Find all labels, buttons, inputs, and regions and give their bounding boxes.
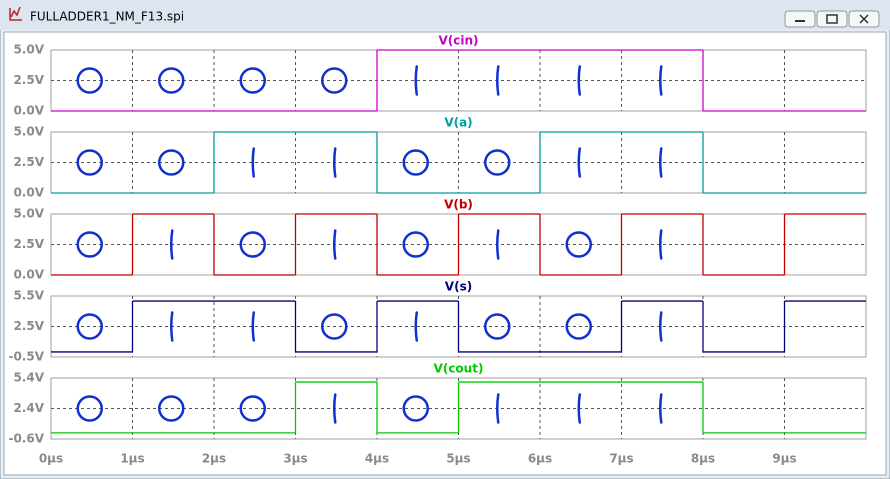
handwritten-one [333, 393, 337, 424]
handwritten-one [414, 65, 418, 96]
x-tick-label: 5µs [446, 452, 470, 466]
chart-title: V(b) [444, 198, 473, 212]
x-tick-label: 9µs [772, 452, 796, 466]
y-tick-label: 2.5V [13, 155, 44, 169]
handwritten-one [659, 393, 663, 424]
y-tick-label: 0.0V [13, 186, 44, 200]
handwritten-zero [239, 67, 266, 94]
restore-button[interactable] [816, 10, 848, 28]
handwritten-one [251, 311, 255, 342]
handwritten-one [659, 147, 663, 178]
handwritten-one [414, 311, 418, 342]
waveform [51, 381, 866, 434]
x-tick-label: 1µs [120, 452, 144, 466]
handwritten-zero [565, 231, 592, 258]
x-tick-label: 3µs [283, 452, 307, 466]
x-tick-label: 2µs [202, 452, 226, 466]
x-tick-label: 0µs [39, 452, 63, 466]
handwritten-one [170, 311, 174, 342]
handwritten-zero [158, 149, 185, 176]
handwritten-zero [565, 313, 592, 340]
handwritten-zero [76, 149, 103, 176]
y-tick-label: 5.0V [13, 207, 44, 221]
handwritten-zero [76, 231, 103, 258]
waveform [51, 213, 866, 276]
handwritten-one [333, 229, 337, 260]
handwritten-zero [76, 67, 103, 94]
handwritten-one [496, 65, 500, 96]
x-tick-label: 7µs [609, 452, 633, 466]
y-tick-label: 5.5V [13, 289, 44, 303]
x-tick-label: 4µs [365, 452, 389, 466]
chart-title: V(cin) [438, 34, 478, 48]
y-tick-label: 2.5V [13, 237, 44, 251]
title-bar [0, 0, 890, 30]
handwritten-zero [239, 395, 266, 422]
handwritten-zero [76, 313, 103, 340]
plot-area [3, 31, 887, 476]
y-tick-label: 5.0V [13, 43, 44, 57]
y-tick-label: 0.0V [13, 268, 44, 282]
handwritten-one [577, 147, 581, 178]
minimize-button[interactable] [784, 10, 816, 28]
handwritten-one [577, 393, 581, 424]
y-tick-label: -0.5V [8, 350, 44, 364]
y-tick-label: -0.6V [8, 432, 44, 446]
waveform [51, 49, 866, 112]
handwritten-one [577, 65, 581, 96]
handwritten-one [659, 65, 663, 96]
handwritten-zero [321, 67, 348, 94]
handwritten-one [251, 147, 255, 178]
handwritten-zero [76, 395, 103, 422]
handwritten-one [496, 229, 500, 260]
handwritten-one [496, 393, 500, 424]
y-tick-label: 2.4V [13, 401, 44, 415]
waveform [51, 300, 866, 353]
chart-title: V(a) [444, 116, 472, 130]
handwritten-zero [158, 395, 185, 422]
x-tick-label: 6µs [528, 452, 552, 466]
waveform [51, 131, 866, 194]
y-tick-label: 5.4V [13, 371, 44, 385]
handwritten-zero [484, 149, 511, 176]
y-tick-label: 0.0V [13, 104, 44, 118]
handwritten-zero [239, 231, 266, 258]
y-tick-label: 5.0V [13, 125, 44, 139]
handwritten-zero [402, 149, 429, 176]
restore-icon [826, 14, 838, 24]
handwritten-zero [484, 313, 511, 340]
y-tick-label: 2.5V [13, 73, 44, 87]
handwritten-one [333, 147, 337, 178]
handwritten-one [659, 229, 663, 260]
window-title: FULLADDER1_NM_F13.spi [30, 10, 184, 24]
handwritten-one [659, 311, 663, 342]
window-buttons[interactable] [784, 10, 880, 28]
handwritten-zero [321, 313, 348, 340]
x-tick-label: 8µs [691, 452, 715, 466]
handwritten-one [170, 229, 174, 260]
app-icon [9, 6, 22, 21]
chart-title: V(s) [445, 280, 472, 294]
y-tick-label: 2.5V [13, 319, 44, 333]
handwritten-zero [402, 231, 429, 258]
chart-title: V(cout) [434, 362, 484, 376]
handwritten-zero [402, 395, 429, 422]
close-icon [859, 14, 869, 24]
handwritten-zero [158, 67, 185, 94]
